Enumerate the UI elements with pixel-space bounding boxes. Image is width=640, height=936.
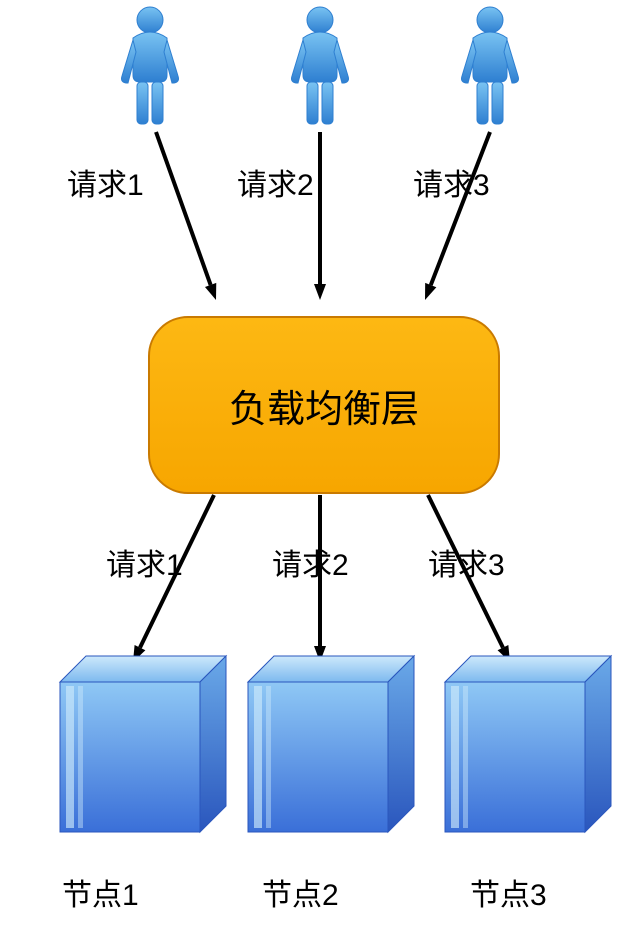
server-icon: [445, 656, 611, 832]
request-top-label: 请求3: [413, 160, 490, 204]
user-icon: [462, 7, 519, 124]
node-label: 节点3: [470, 870, 547, 914]
request-top-label: 请求1: [67, 160, 144, 204]
node-label: 节点2: [262, 870, 339, 914]
diagram-canvas: 负载均衡层 请求1 请求2 请求3 请求1 请求2 请求3 节点1 节点2 节点3: [0, 0, 640, 936]
request-top-label: 请求2: [237, 160, 314, 204]
node-label: 节点1: [62, 870, 139, 914]
user-icon: [292, 7, 349, 124]
request-bottom-label: 请求1: [106, 540, 183, 584]
request-bottom-label: 请求2: [272, 540, 349, 584]
load-balancer-label: 负载均衡层: [229, 378, 419, 433]
user-icon: [122, 7, 179, 124]
server-icon: [248, 656, 414, 832]
load-balancer-box: 负载均衡层: [148, 316, 500, 494]
request-bottom-label: 请求3: [428, 540, 505, 584]
server-icon: [60, 656, 226, 832]
